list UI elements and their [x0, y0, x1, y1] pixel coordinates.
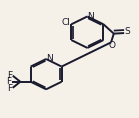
Text: F: F	[7, 71, 13, 80]
Text: O: O	[108, 41, 115, 50]
Text: F: F	[7, 84, 13, 93]
Text: S: S	[124, 27, 130, 36]
Text: N: N	[46, 54, 53, 63]
Text: F: F	[6, 77, 12, 86]
Text: Cl: Cl	[62, 18, 70, 27]
Text: N: N	[87, 12, 94, 21]
